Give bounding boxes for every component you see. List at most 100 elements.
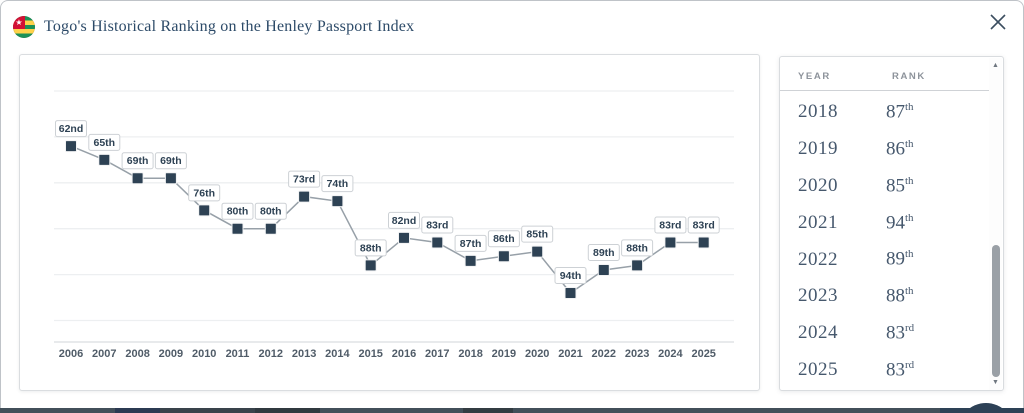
data-point-2011[interactable]: 80th <box>221 202 254 235</box>
table-row: 2022 89th <box>780 241 990 278</box>
x-axis-label: 2006 <box>59 348 83 360</box>
data-point-2006[interactable]: 62nd <box>55 120 87 153</box>
data-point-2022[interactable]: 89th <box>587 244 620 277</box>
dialog-header: ★ Togo's Historical Ranking on the Henle… <box>13 13 414 41</box>
year-cell: 2020 <box>798 174 838 196</box>
table-row: 2023 88th <box>780 278 990 315</box>
x-axis-label: 2014 <box>325 348 350 360</box>
rank-cell: 85th <box>886 174 914 197</box>
year-cell: 2022 <box>798 248 838 270</box>
point-label: 73rd <box>293 174 315 186</box>
point-label: 69th <box>127 155 149 167</box>
table-row: 2024 83rd <box>780 315 990 352</box>
data-point-2025[interactable]: 83rd <box>687 216 720 249</box>
point-label: 82nd <box>392 215 417 227</box>
data-point-2017[interactable]: 83rd <box>421 216 454 249</box>
point-label: 94th <box>560 270 582 282</box>
table-header: YEAR RANK <box>780 57 1003 90</box>
togo-flag-icon: ★ <box>13 16 35 38</box>
x-axis-label: 2017 <box>425 348 449 360</box>
data-point-2016[interactable]: 82nd <box>388 211 420 244</box>
x-axis-label: 2021 <box>558 348 582 360</box>
column-header-year: YEAR <box>798 71 831 82</box>
table-row: 2025 83rd <box>780 352 990 389</box>
x-axis-label: 2016 <box>392 348 416 360</box>
rank-cell: 87th <box>886 101 914 123</box>
point-label: 74th <box>327 178 349 190</box>
scrollbar[interactable]: ▲ ▼ <box>989 58 1002 390</box>
x-axis-label: 2009 <box>159 348 183 360</box>
point-label: 87th <box>460 238 482 250</box>
point-label: 86th <box>493 233 515 245</box>
data-point-2015[interactable]: 88th <box>354 239 387 272</box>
point-label: 62nd <box>59 123 84 135</box>
x-axis-label: 2018 <box>458 348 482 360</box>
data-point-2008[interactable]: 69th <box>121 152 154 185</box>
data-point-2023[interactable]: 88th <box>621 239 654 272</box>
bottom-strip <box>0 408 1024 413</box>
x-axis-label: 2011 <box>226 348 250 360</box>
data-point-2007[interactable]: 65th <box>88 133 121 166</box>
table-row: 2021 94th <box>780 204 990 241</box>
scrollbar-thumb[interactable] <box>991 245 1000 377</box>
star-icon: ★ <box>15 17 23 27</box>
x-axis-label: 2024 <box>658 348 683 360</box>
scroll-down-icon[interactable]: ▼ <box>992 379 999 386</box>
point-label: 85th <box>526 229 548 241</box>
data-point-2024[interactable]: 83rd <box>654 216 687 249</box>
data-point-2010[interactable]: 76th <box>188 184 221 217</box>
data-point-2020[interactable]: 85th <box>521 225 554 258</box>
scroll-up-icon[interactable]: ▲ <box>992 62 999 69</box>
header-divider <box>780 90 990 91</box>
table-row: 2019 86th <box>780 131 990 168</box>
x-axis-label: 2022 <box>592 348 616 360</box>
data-point-2009[interactable]: 69th <box>154 152 187 185</box>
year-cell: 2018 <box>798 101 838 123</box>
x-axis-label: 2023 <box>625 348 649 360</box>
rank-table-panel[interactable]: YEAR RANK 2018 87th 2019 86th 2020 85th 2021 94… <box>779 56 1004 391</box>
rank-cell: 89th <box>886 248 914 270</box>
point-label: 69th <box>160 155 182 167</box>
point-label: 83rd <box>693 219 715 231</box>
point-label: 89th <box>593 247 615 259</box>
point-label: 88th <box>360 242 382 254</box>
rank-cell: 94th <box>886 211 914 233</box>
x-axis-label: 2015 <box>358 348 382 360</box>
point-label: 80th <box>260 206 282 218</box>
data-point-2013[interactable]: 73rd <box>288 170 321 203</box>
flag-canton: ★ <box>13 16 25 29</box>
data-point-2019[interactable]: 86th <box>487 230 520 263</box>
close-button[interactable] <box>985 9 1011 35</box>
point-label: 88th <box>626 242 648 254</box>
chart-card: 62nd 65th 69th 69th 76th 80th 80th 73rd 74th 88th… <box>19 54 760 391</box>
year-cell: 2024 <box>798 322 838 344</box>
x-axis-label: 2007 <box>92 348 116 360</box>
rank-cell: 88th <box>886 285 914 307</box>
x-axis-label: 2013 <box>292 348 316 360</box>
x-axis-label: 2019 <box>492 348 516 360</box>
x-axis-label: 2020 <box>525 348 549 360</box>
point-label: 76th <box>193 187 215 199</box>
year-cell: 2025 <box>798 358 838 380</box>
table-rows: 2018 87th 2019 86th 2020 85th 2021 94th 2022 89th… <box>780 94 990 388</box>
x-axis-label: 2010 <box>192 348 216 360</box>
x-axis-label: 2008 <box>125 348 149 360</box>
data-point-2014[interactable]: 74th <box>321 175 354 208</box>
rank-cell: 83rd <box>886 358 915 381</box>
data-point-2018[interactable]: 87th <box>454 234 487 267</box>
point-label: 65th <box>94 137 116 149</box>
point-label: 80th <box>227 206 249 218</box>
table-row: 2018 87th <box>780 94 990 131</box>
x-axis-label: 2012 <box>259 348 283 360</box>
dialog-title: Togo's Historical Ranking on the Henley … <box>44 18 415 35</box>
x-axis-label: 2025 <box>691 348 715 360</box>
table-row: 2020 85th <box>780 168 990 205</box>
data-point-2021[interactable]: 94th <box>554 266 587 299</box>
henley-rank-chart: 62nd 65th 69th 69th 76th 80th 80th 73rd 74th 88th… <box>54 90 734 360</box>
year-cell: 2021 <box>798 211 838 233</box>
data-point-2012[interactable]: 80th <box>254 202 287 235</box>
rank-cell: 86th <box>886 138 914 160</box>
rank-cell: 83rd <box>886 322 915 344</box>
